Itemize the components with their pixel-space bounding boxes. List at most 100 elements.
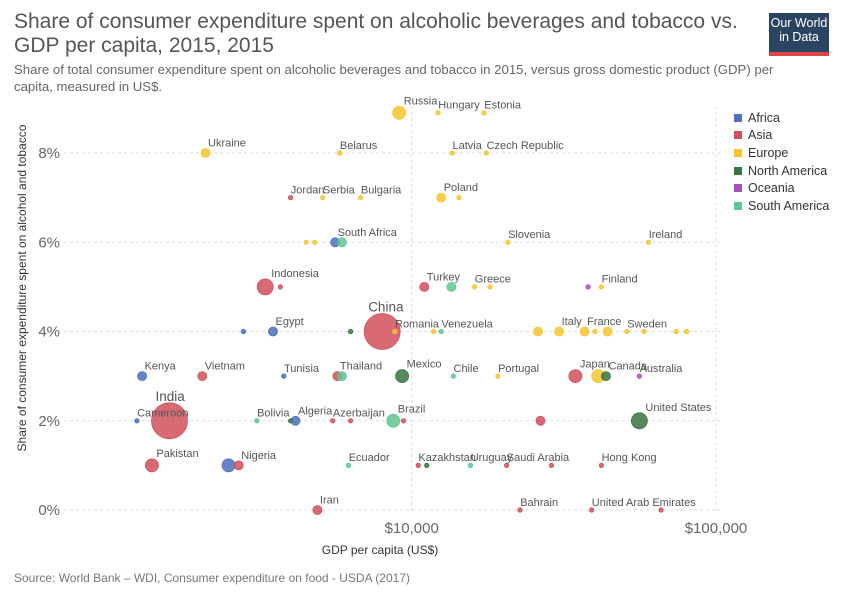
data-label: United States <box>645 402 712 414</box>
data-point <box>337 150 343 156</box>
data-label: Portugal <box>498 363 539 375</box>
data-label: France <box>587 316 621 328</box>
data-point <box>487 284 493 290</box>
data-label: Romania <box>395 318 440 330</box>
data-label: India <box>156 389 186 404</box>
data-point <box>303 239 309 245</box>
data-label: Bulgaria <box>361 184 402 196</box>
data-point <box>471 284 478 290</box>
data-point <box>392 328 398 335</box>
data-point <box>517 507 523 513</box>
data-label: Kenya <box>145 361 177 373</box>
legend-item[interactable]: Europe <box>734 144 829 162</box>
data-label: Brazil <box>398 403 426 415</box>
data-label: Egypt <box>276 316 304 328</box>
data-point <box>268 326 278 337</box>
data-point <box>624 328 630 335</box>
data-point <box>588 507 595 513</box>
data-point <box>579 326 590 337</box>
data-point <box>287 418 294 424</box>
data-label: Iran <box>320 495 339 507</box>
data-point <box>658 507 664 513</box>
data-point <box>430 328 437 335</box>
data-point <box>395 369 410 384</box>
data-point <box>320 195 326 201</box>
data-point <box>602 326 613 337</box>
data-label: Greece <box>475 274 511 286</box>
data-point <box>481 110 487 116</box>
data-point <box>598 284 605 290</box>
data-point <box>438 328 444 335</box>
legend-item[interactable]: Africa <box>734 109 829 127</box>
y-tick-label: 8% <box>38 145 60 162</box>
data-point <box>568 369 583 384</box>
data-point <box>449 150 455 156</box>
data-point <box>641 328 647 335</box>
data-label: Uruguay <box>471 452 513 464</box>
data-point <box>330 418 336 424</box>
data-label: Algeria <box>298 405 333 417</box>
data-label: Cameroon <box>137 408 188 420</box>
data-point <box>137 371 148 382</box>
data-label: Turkey <box>427 271 461 283</box>
data-label: Indonesia <box>271 268 320 280</box>
data-point <box>254 418 260 424</box>
logo-line-1: Our World <box>770 16 828 30</box>
data-point <box>419 281 430 292</box>
chart-title: Share of consumer expenditure spent on a… <box>14 10 738 57</box>
data-point <box>358 195 364 201</box>
data-point <box>483 150 489 156</box>
logo-line-2: in Data <box>779 30 819 44</box>
x-tick-label: $100,000 <box>685 520 748 537</box>
chart-subtitle: Share of total consumer expenditure spen… <box>14 62 774 94</box>
data-label: Estonia <box>484 100 522 112</box>
data-label: China <box>368 300 404 315</box>
data-point <box>277 284 283 290</box>
x-axis-label: GDP per capita (US$) <box>321 543 439 557</box>
data-label: Hungary <box>438 100 480 112</box>
data-label: Czech Republic <box>487 140 565 152</box>
owid-logo[interactable]: Our World in Data <box>769 13 829 56</box>
data-label: Finland <box>602 274 638 286</box>
data-label: Bahrain <box>520 497 558 509</box>
legend-item[interactable]: North America <box>734 162 829 180</box>
legend-swatch <box>734 184 742 193</box>
legend-item[interactable]: Oceania <box>734 179 829 197</box>
data-point <box>548 462 555 468</box>
data-label: Venezuela <box>441 318 493 330</box>
data-point <box>200 148 211 158</box>
data-point <box>436 192 447 203</box>
data-point <box>197 371 208 382</box>
data-label: Russia <box>404 95 439 107</box>
data-point <box>585 284 591 290</box>
data-point <box>535 415 546 426</box>
data-point <box>533 326 543 337</box>
data-point <box>347 418 354 424</box>
data-point <box>400 418 407 424</box>
data-label: Canada <box>609 361 648 373</box>
data-point <box>312 505 323 515</box>
data-point <box>450 373 456 379</box>
data-point <box>312 239 318 245</box>
data-point <box>345 462 352 468</box>
data-label: Sweden <box>627 318 667 330</box>
legend-item[interactable]: Asia <box>734 127 829 145</box>
data-label: Japan <box>580 359 610 371</box>
x-tick-label: $10,000 <box>385 520 439 537</box>
data-point <box>287 195 294 201</box>
y-tick-label: 0% <box>38 502 60 519</box>
data-point <box>505 239 511 245</box>
legend-label: Africa <box>748 110 780 125</box>
legend-item[interactable]: South America <box>734 197 829 215</box>
legend-label: South America <box>748 198 830 213</box>
data-point <box>636 373 643 379</box>
data-point <box>347 328 354 335</box>
legend-swatch <box>734 201 742 210</box>
data-label: Slovenia <box>508 229 551 241</box>
data-point <box>221 458 236 473</box>
data-label: Italy <box>562 316 583 328</box>
data-point <box>256 278 274 296</box>
legend-swatch <box>734 166 742 175</box>
data-label: Nigeria <box>241 450 277 462</box>
